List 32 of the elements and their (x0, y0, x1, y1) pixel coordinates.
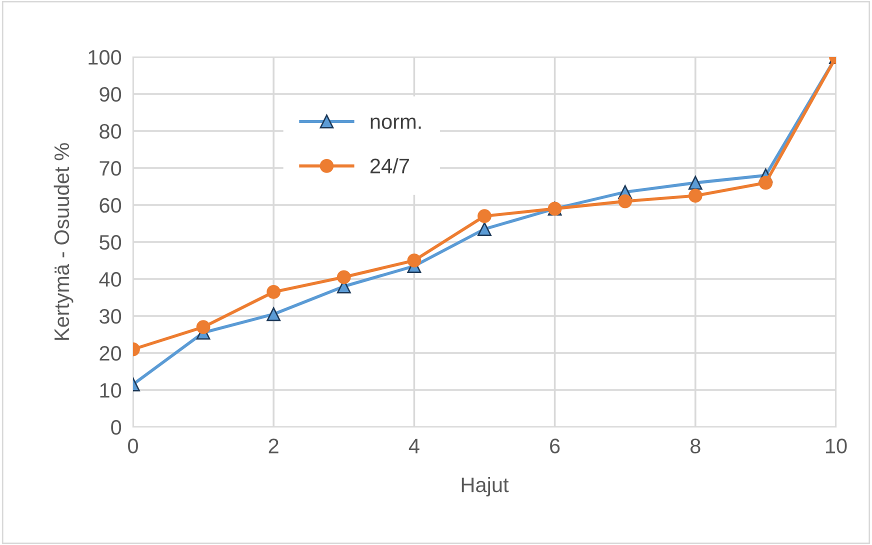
x-axis-title: Hajut (462, 476, 509, 496)
y-axis-title: Kertymä - Osuudet % (54, 143, 74, 340)
point (336, 270, 351, 284)
y-tick-label: 100 (88, 50, 122, 65)
y-tick-label: 50 (100, 235, 122, 250)
y-tick-label: 30 (100, 309, 122, 324)
y-tick-label: 60 (100, 198, 122, 213)
y-tick-label: 40 (99, 272, 122, 287)
y-tick-label: 0 (111, 420, 122, 435)
point (688, 176, 702, 190)
y-tick-label: 10 (100, 383, 122, 398)
point (266, 307, 281, 322)
x-tick-label: 6 (550, 438, 560, 454)
point (478, 222, 492, 236)
x-tick-label: 2 (268, 438, 278, 454)
point (688, 188, 702, 203)
y-tick-label: 90 (100, 87, 122, 102)
y-tick-label: 70 (100, 161, 122, 176)
legend-label: norm. (370, 118, 421, 129)
x-tick-label: 10 (826, 438, 847, 454)
point (196, 320, 210, 334)
point (618, 194, 632, 208)
point (478, 209, 492, 224)
x-tick-label: 8 (690, 438, 700, 454)
y-tick-label: 20 (100, 346, 122, 361)
point (266, 285, 281, 299)
point (407, 254, 422, 268)
x-tick-label: 0 (128, 438, 138, 454)
y-tick-label: 80 (100, 124, 122, 139)
point (758, 176, 773, 190)
x-tick-label: 4 (408, 438, 420, 454)
legend-label: 24/7 (370, 158, 409, 174)
